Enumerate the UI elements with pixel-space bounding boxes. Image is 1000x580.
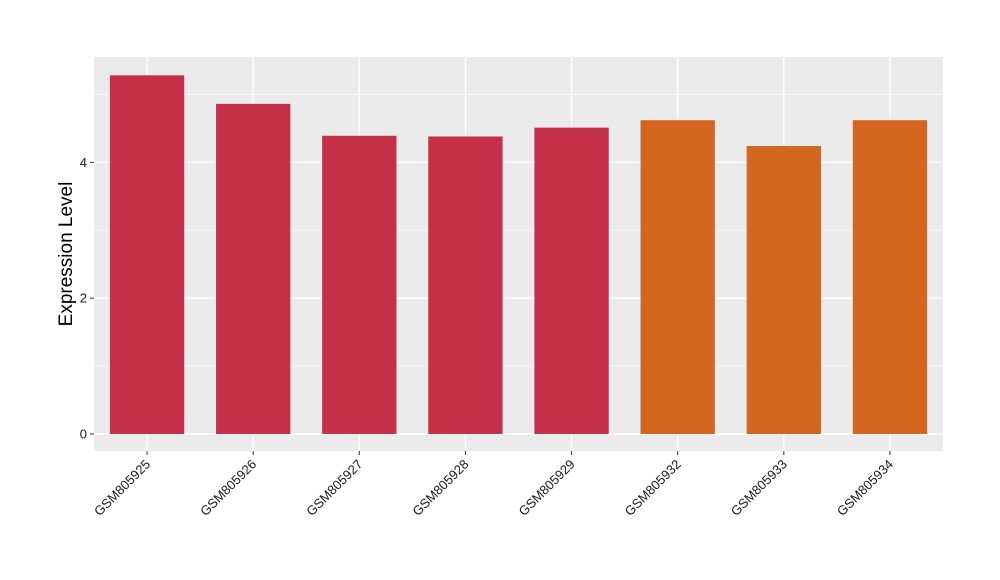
- bar: [746, 145, 821, 435]
- bar: [640, 120, 715, 435]
- bars: [109, 75, 928, 435]
- x-tick-label: GSM805933: [728, 457, 790, 519]
- y-axis: 0 2 4: [80, 155, 94, 442]
- x-axis: GSM805925 GSM805926 GSM805927 GSM805928 GSM8…: [91, 451, 896, 519]
- x-tick-label: GSM805929: [515, 457, 577, 519]
- y-tick-label: 4: [80, 155, 87, 170]
- bar: [322, 135, 397, 435]
- x-tick-label: GSM805934: [834, 457, 896, 519]
- bar: [109, 75, 185, 435]
- x-tick-label: GSM805932: [622, 457, 684, 519]
- y-axis-title: Expression Level: [56, 182, 77, 327]
- x-tick-label: GSM805925: [91, 457, 153, 519]
- x-tick-label: GSM805927: [303, 457, 365, 519]
- bar: [428, 136, 503, 435]
- bar: [216, 103, 291, 435]
- bar: [534, 127, 609, 435]
- bar: [852, 120, 928, 435]
- x-tick-label: GSM805928: [409, 457, 471, 519]
- x-tick-label: GSM805926: [197, 457, 259, 519]
- y-tick-label: 2: [80, 291, 87, 306]
- y-tick-label: 0: [80, 427, 87, 442]
